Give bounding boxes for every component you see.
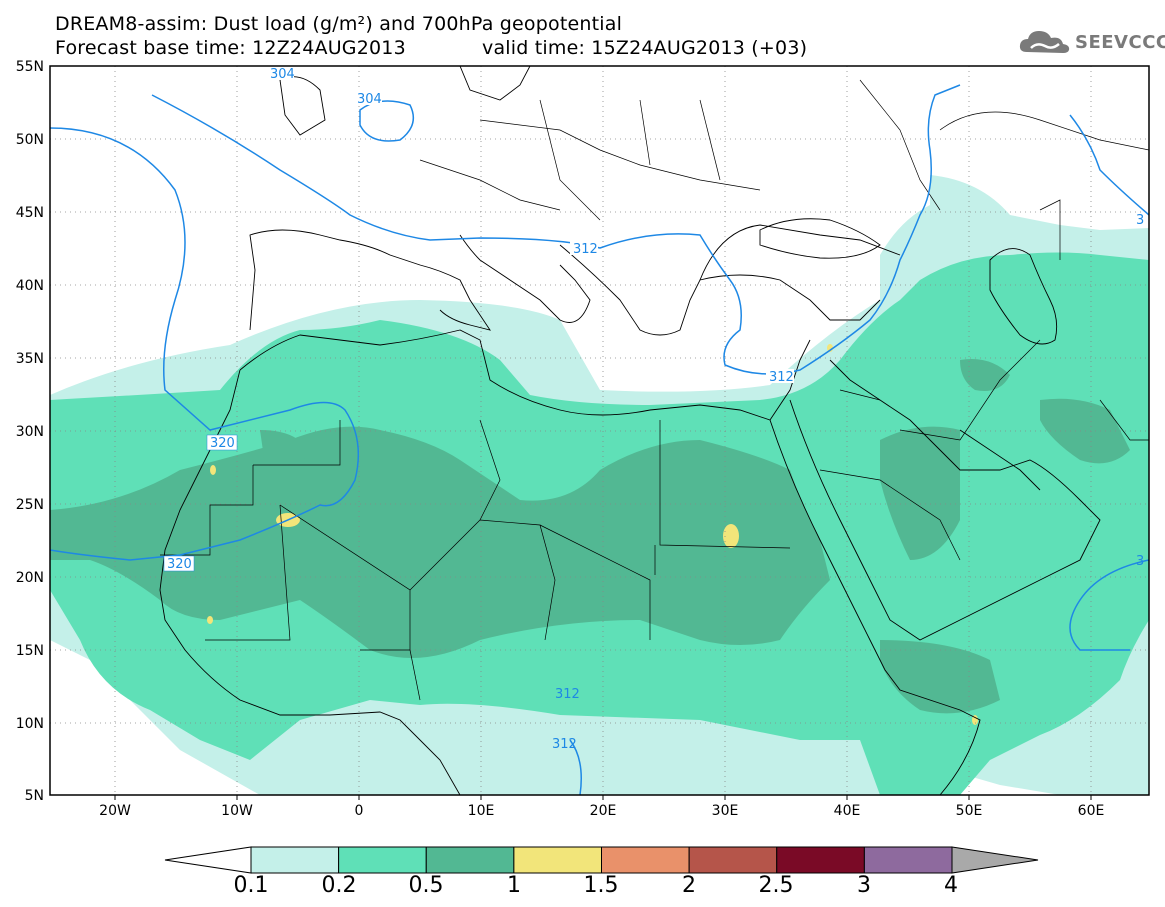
contour-label: 312 [769,370,794,385]
lon-label: 20W [99,803,131,819]
contour-label: 312 [573,242,598,257]
lat-label: 15N [15,643,44,659]
lat-label: 5N [24,788,44,804]
contour-label: 3 [1136,554,1144,569]
lat-label: 55N [15,59,44,75]
lat-label: 20N [15,570,44,586]
lat-label: 30N [15,424,44,440]
colorbar-swatch [688,846,778,874]
colorbar-label: 0.5 [408,873,444,898]
seevccc-logo: SEEVCCC [1017,26,1165,58]
dust-spot-3 [210,465,216,475]
lat-label: 10N [15,716,44,732]
lon-label: 10E [467,803,495,819]
colorbar-label: 4 [944,873,958,898]
lat-label: 35N [15,351,44,367]
colorbar-over-triangle [951,846,1039,874]
contour-label: 312 [552,737,577,752]
colorbar-swatch [513,846,602,874]
contour-label: 320 [210,436,235,451]
coastlines [159,66,1101,795]
geopotential-contours [50,84,1149,795]
valid-time: valid time: 15Z24AUG2013 (+03) [482,37,808,59]
dust-area-03d [960,359,1010,391]
colorbar [164,846,1039,874]
colorbar-swatch [338,846,427,874]
cloud-icon [1019,31,1070,53]
dust-area-03 [50,426,830,658]
dust-spot-4 [207,616,213,624]
axis-ticks [114,795,1092,800]
contour-label: 320 [167,557,192,572]
colorbar-label: 2 [682,873,696,898]
colorbar-swatch [601,846,690,874]
forecast-base-time: Forecast base time: 12Z24AUG2013 [55,37,406,59]
map-frame [49,65,1150,796]
colorbar-swatch [250,846,340,874]
contour-label: 312 [555,687,580,702]
lon-label: 50E [955,803,983,819]
lat-label: 45N [15,205,44,221]
contour-labels: 304 304 312 312 320 320 312 312 3 3 [163,66,1144,752]
contour-label: 304 [270,67,295,82]
colorbar-label: 3 [857,873,871,898]
lon-label: 20E [589,803,617,819]
colorbar-swatch [863,846,953,874]
lat-label: 40N [15,278,44,294]
colorbar-label: 0.2 [321,873,357,898]
contour-label: 304 [357,92,382,107]
colorbar-label: 2.5 [758,873,794,898]
dust-area-03b [880,426,960,560]
lat-label: 25N [15,497,44,513]
colorbar-swatch [776,846,865,874]
colorbar-label: 1 [507,873,521,898]
map-title: DREAM8-assim: Dust load (g/m²) and 700hP… [55,13,623,35]
borders [160,79,1149,701]
colorbar-swatch [425,846,515,874]
logo-text: SEEVCCC [1075,32,1165,53]
dust-area-03f [880,640,1000,714]
lon-label: 60E [1077,803,1105,819]
dust-spot-2 [723,524,739,548]
dust-area-03e [260,430,310,467]
lon-label: 30E [711,803,739,819]
lon-label: 0 [354,803,364,819]
dust-spot-6 [972,715,978,725]
lon-label: 10W [221,803,253,819]
lon-label: 40E [833,803,861,819]
colorbar-under-triangle [164,846,252,874]
contour-label: 3 [1136,213,1144,228]
colorbar-label: 0.1 [233,873,269,898]
colorbar-label: 1.5 [583,873,619,898]
lat-label: 50N [15,132,44,148]
